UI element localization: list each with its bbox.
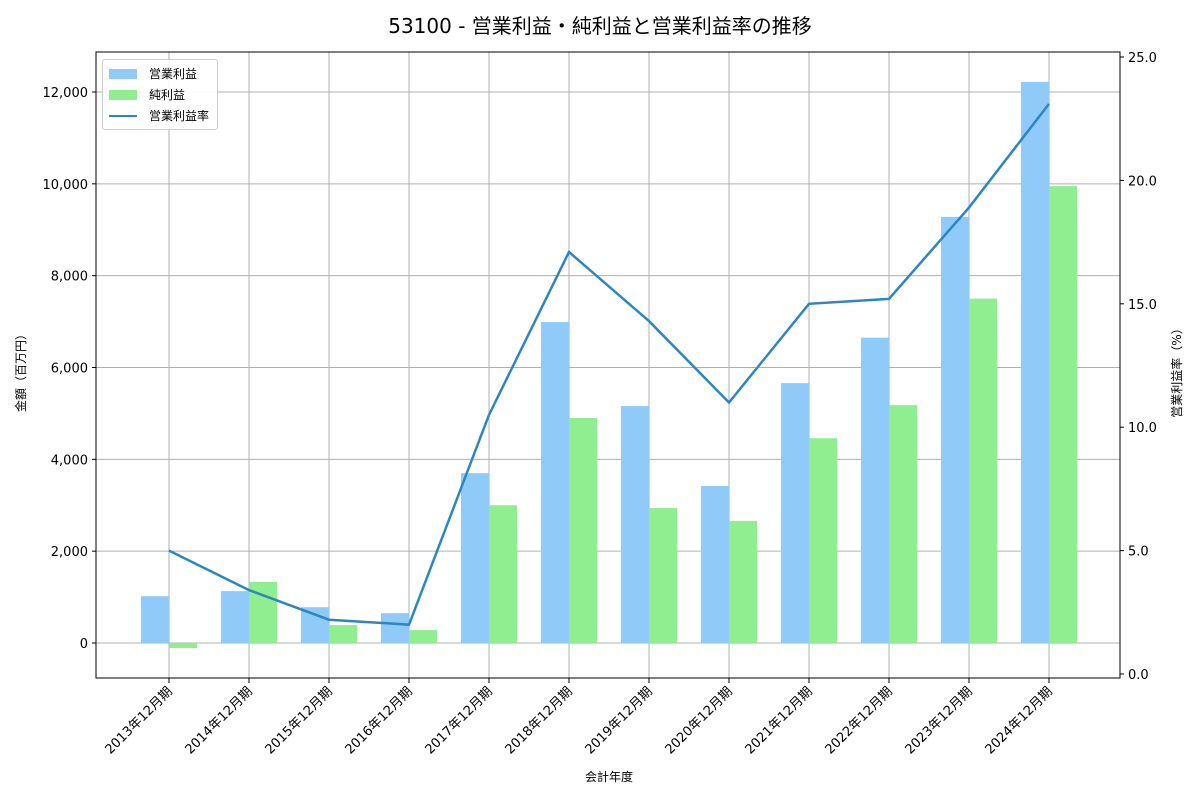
- x-axis-label: 会計年度: [585, 769, 633, 784]
- legend: 営業利益 純利益 営業利益率: [102, 59, 219, 130]
- left-tick-label: 4,000: [51, 453, 88, 468]
- right-tick-label: 5.0: [1128, 545, 1149, 560]
- bar-operating-profit: [141, 596, 169, 643]
- legend-label: 純利益: [149, 88, 186, 102]
- left-tick-label: 10,000: [43, 178, 89, 193]
- x-tick-label: 2015年12月期: [263, 684, 336, 757]
- x-tick-label: 2020年12月期: [663, 684, 736, 757]
- bar-net-profit: [409, 630, 437, 643]
- right-tick-label: 10.0: [1128, 421, 1157, 436]
- bar-net-profit: [1049, 186, 1077, 644]
- x-tick-label: 2022年12月期: [823, 684, 896, 757]
- x-tick-label: 2016年12月期: [343, 684, 416, 757]
- x-tick-label: 2017年12月期: [423, 684, 496, 757]
- left-axis-label: 金額（百万円）: [13, 328, 28, 412]
- left-tick-label: 6,000: [51, 362, 88, 377]
- line-series: [168, 103, 1050, 626]
- x-tick-label: 2018年12月期: [503, 684, 576, 757]
- right-axis-ticks: 0.0 5.0 10.0 15.0 20.0 25.0: [1120, 51, 1157, 683]
- legend-swatch-operating-profit: [109, 68, 137, 79]
- bar-net-profit: [969, 298, 997, 643]
- bar-operating-profit: [701, 485, 729, 643]
- x-tick-label: 2019年12月期: [583, 684, 656, 757]
- right-tick-label: 25.0: [1128, 51, 1157, 66]
- bar-net-profit: [329, 625, 357, 643]
- legend-item-net-profit: 純利益: [109, 84, 209, 105]
- left-tick-label: 2,000: [51, 545, 88, 560]
- bar-operating-profit: [221, 591, 249, 643]
- right-tick-label: 20.0: [1128, 174, 1157, 189]
- left-axis-ticks: 0 2,000 4,000 6,000 8,000 10,000 12,000: [43, 86, 96, 652]
- bar-operating-profit: [1021, 81, 1049, 644]
- x-tick-label: 2014年12月期: [183, 684, 256, 757]
- chart-title: 53100 - 営業利益・純利益と営業利益率の推移: [388, 14, 812, 38]
- plot-frame: [95, 51, 1121, 679]
- x-tick-label: 2024年12月期: [983, 684, 1056, 757]
- bar-net-profit: [809, 438, 837, 643]
- x-tick-label: 2013年12月期: [103, 684, 176, 757]
- bar-net-profit: [569, 418, 597, 643]
- bar-operating-profit: [541, 322, 569, 643]
- left-tick-label: 12,000: [43, 86, 89, 101]
- legend-item-operating-profit: 営業利益: [109, 63, 209, 84]
- right-axis-label: 営業利益率（%）: [1169, 322, 1184, 417]
- right-tick-label: 0.0: [1128, 668, 1149, 683]
- x-tick-label: 2023年12月期: [903, 684, 976, 757]
- bar-operating-profit: [861, 337, 889, 643]
- left-tick-label: 0: [80, 637, 88, 652]
- right-tick-label: 15.0: [1128, 298, 1157, 313]
- legend-swatch-operating-margin: [109, 114, 137, 117]
- bar-series: [141, 81, 1077, 649]
- bar-net-profit: [729, 520, 757, 643]
- bar-operating-profit: [301, 607, 329, 643]
- x-axis-ticks: 2013年12月期 2014年12月期 2015年12月期 2016年12月期 2017…: [103, 678, 1056, 758]
- bar-net-profit: [489, 505, 517, 643]
- legend-label: 営業利益率: [149, 109, 210, 123]
- bar-net-profit: [889, 405, 917, 643]
- bar-operating-profit: [381, 613, 409, 643]
- bar-operating-profit: [621, 406, 649, 643]
- bar-net-profit: [169, 643, 197, 649]
- bar-operating-profit: [461, 473, 489, 643]
- left-tick-label: 8,000: [51, 270, 88, 285]
- bar-operating-profit: [781, 383, 809, 643]
- bar-net-profit: [649, 508, 677, 643]
- x-tick-label: 2021年12月期: [743, 684, 816, 757]
- line-operating-margin: [168, 103, 1050, 626]
- bar-operating-profit: [941, 216, 969, 644]
- legend-item-operating-margin: 営業利益率: [109, 105, 209, 126]
- legend-swatch-net-profit: [109, 89, 137, 100]
- legend-label: 営業利益: [149, 67, 198, 81]
